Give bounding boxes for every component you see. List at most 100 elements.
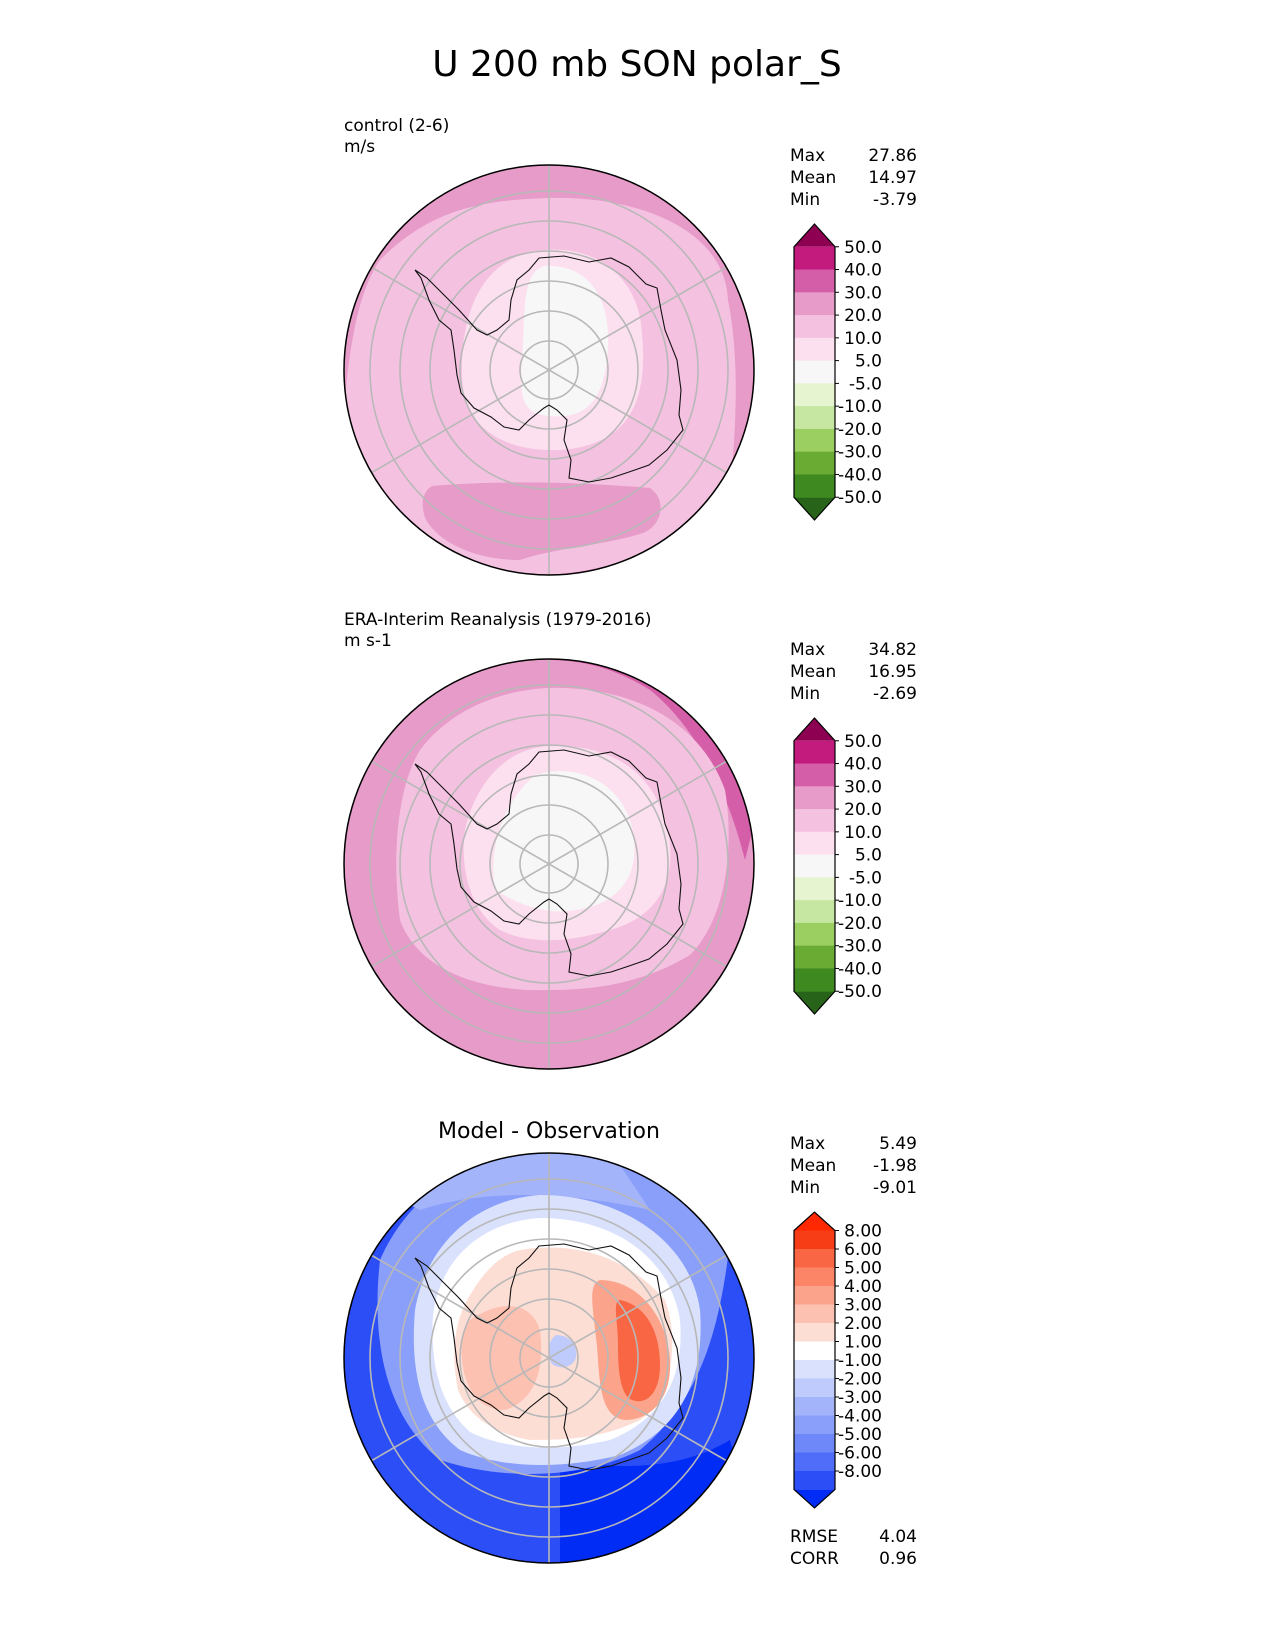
map-fill-wedge-30 [549, 659, 754, 860]
colorbar-segment [794, 428, 835, 453]
panel-test-graticule [369, 165, 729, 575]
colorbar-extend-min [794, 497, 835, 520]
colorbar-segment [794, 763, 835, 787]
colorbar-segment [794, 451, 835, 475]
colorbar-segment [794, 1323, 835, 1342]
colorbar-tick-label: -3.00 [838, 1388, 882, 1408]
colorbar-tick-label: 5.0 [855, 352, 882, 372]
map-fill-pos-west [461, 1306, 542, 1410]
colorbar-segment [794, 968, 835, 992]
colorbar-tick-label: -6.00 [838, 1444, 882, 1464]
panel-reference-map-border [343, 658, 755, 1070]
colorbar-tick-label: 50.0 [844, 238, 882, 258]
panel-reference-colorbar: 50.0 40.030.0 20.0 10.0 5.0-5.0 -10.0 -20.0 -30… [793, 717, 882, 1015]
stat-value-max: 27.86 [868, 146, 917, 166]
panel-test-stats: Max 27.86 Mean 14.97 Min -3.79 [790, 146, 917, 210]
stat-value-mean: 16.95 [868, 662, 917, 682]
colorbar-segment [794, 269, 835, 293]
stat-label-min: Min [790, 1178, 820, 1198]
colorbar-segment [794, 1452, 835, 1472]
panel-test: control (2-6) m/s Max 27.86 Mean 14.9 [343, 116, 917, 576]
colorbar-tick-label: 50.0 [844, 732, 882, 752]
colorbar-tick-label: -40.0 [838, 465, 882, 485]
colorbar-segment [794, 292, 835, 316]
colorbar-tick-label: 10.0 [844, 329, 882, 349]
colorbar-extend-min [794, 991, 835, 1014]
stat-label-min: Min [790, 190, 820, 210]
panel-difference: Model - Observation [343, 1119, 917, 1569]
panel-test-coastline [414, 255, 684, 483]
colorbar-tick-label: -50.0 [838, 982, 882, 1002]
colorbar-tick-label: 40.0 [844, 261, 882, 281]
panel-test-units: m/s [344, 137, 375, 157]
colorbar-tick-label: 3.00 [844, 1296, 882, 1316]
graticule-meridian [370, 1254, 728, 1462]
panel-test-map [344, 165, 754, 575]
colorbar-segment [794, 945, 835, 969]
metric-label-rmse: RMSE [790, 1527, 838, 1547]
stat-value-max: 5.49 [879, 1134, 917, 1154]
colorbar-tick-label: 30.0 [844, 777, 882, 797]
colorbar-segment [794, 1360, 835, 1379]
colorbar-extend-max [794, 718, 835, 741]
colorbar-segment [794, 1397, 835, 1416]
colorbar-segment [794, 1304, 835, 1324]
figure-title: U 200 mb SON polar_S [432, 44, 841, 85]
colorbar-tick-label: 40.0 [844, 755, 882, 775]
panel-difference-title: Model - Observation [438, 1119, 660, 1144]
panel-difference-coastline [414, 1243, 684, 1471]
colorbar-segment [794, 1415, 835, 1435]
colorbar-segment [794, 1267, 835, 1287]
colorbar-segment [794, 1434, 835, 1453]
colorbar-tick-label: -5.00 [838, 1425, 882, 1445]
colorbar-extend-max [794, 224, 835, 247]
map-fill-neg-pole [548, 1335, 577, 1368]
colorbar-tick-label: 30.0 [844, 283, 882, 303]
colorbar-segment [794, 1471, 835, 1490]
colorbar-tick-label: 1.00 [844, 1333, 882, 1353]
panel-reference-coastline [414, 749, 684, 977]
colorbar-tick-label: 4.00 [844, 1277, 882, 1297]
colorbar-tick-label: 6.00 [844, 1240, 882, 1260]
colorbar-tick-label: -8.00 [838, 1462, 882, 1482]
panel-reference-title: ERA-Interim Reanalysis (1979-2016) [344, 610, 652, 630]
panel-difference-graticule [369, 1153, 729, 1563]
stat-value-mean: 14.97 [868, 168, 917, 188]
stat-value-min: -2.69 [873, 684, 917, 704]
colorbar-segment [794, 337, 835, 362]
colorbar-tick-label: -40.0 [838, 959, 882, 979]
graticule-meridian [370, 760, 728, 968]
colorbar-tick-label: -2.00 [838, 1370, 882, 1390]
panel-difference-stats: Max 5.49 Mean -1.98 Min -9.01 [790, 1134, 917, 1198]
stat-value-min: -9.01 [873, 1178, 917, 1198]
stat-label-mean: Mean [790, 662, 836, 682]
colorbar-tick-label: -20.0 [838, 914, 882, 934]
colorbar-segment [794, 1378, 835, 1398]
colorbar-segment [794, 809, 835, 833]
colorbar-segment [794, 831, 835, 856]
metric-label-corr: CORR [790, 1549, 839, 1569]
colorbar-tick-label: 8.00 [844, 1222, 882, 1242]
colorbar-tick-label: 2.00 [844, 1314, 882, 1334]
colorbar-segment [794, 1286, 835, 1305]
colorbar-tick-label: -5.0 [849, 374, 882, 394]
colorbar-tick-label: 5.00 [844, 1259, 882, 1279]
stat-value-max: 34.82 [868, 640, 917, 660]
colorbar-extend-max [794, 1212, 835, 1231]
colorbar-segment [794, 246, 835, 271]
colorbar-segment [794, 740, 835, 765]
colorbar-tick-label: 20.0 [844, 800, 882, 820]
metric-value-rmse: 4.04 [879, 1527, 917, 1547]
panel-difference-metrics: RMSE 4.04 CORR 0.96 [790, 1527, 917, 1569]
panel-test-map-border [343, 164, 755, 576]
panel-reference: ERA-Interim Reanalysis (1979-2016) m s-1… [343, 610, 917, 1070]
panel-difference-map [344, 1153, 754, 1563]
colorbar-tick-label: -50.0 [838, 488, 882, 508]
colorbar-segment [794, 383, 835, 407]
stat-label-max: Max [790, 640, 825, 660]
colorbar-segment [794, 1230, 835, 1250]
colorbar-tick-label: -10.0 [838, 397, 882, 417]
colorbar-tick-label: -4.00 [838, 1407, 882, 1427]
colorbar-segment [794, 406, 835, 430]
